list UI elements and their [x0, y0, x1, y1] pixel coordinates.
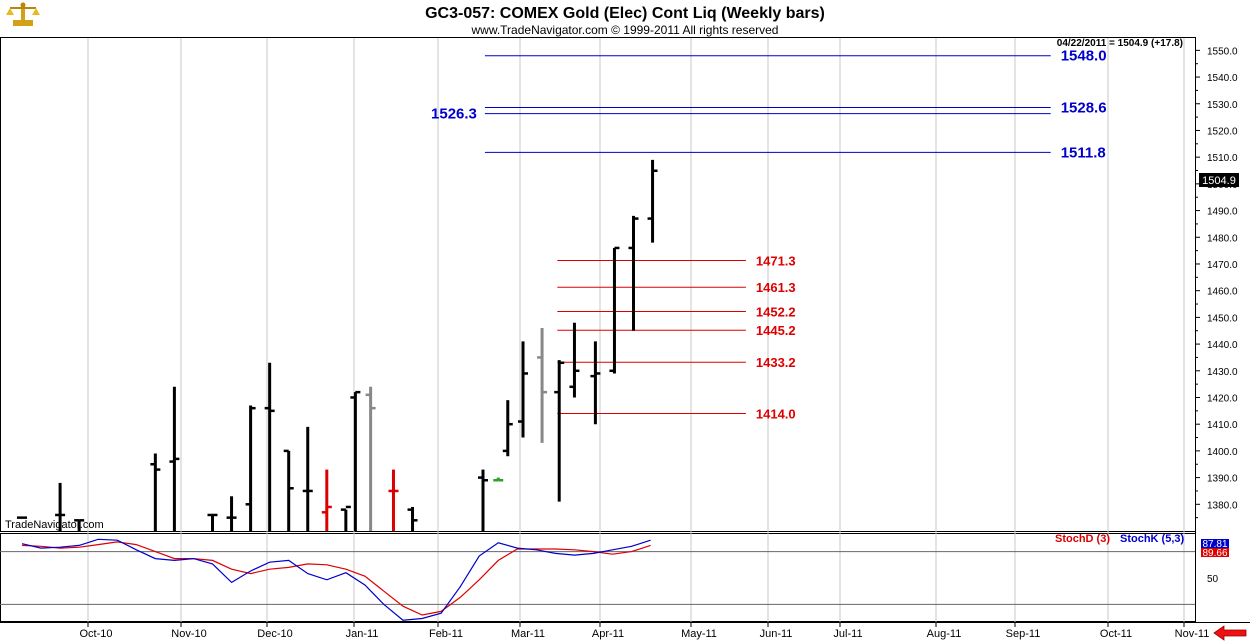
- level-label-1528.6: 1528.6: [1061, 99, 1107, 116]
- y-tick-label: 1380.0: [1207, 500, 1238, 511]
- level-label-1461.3: 1461.3: [756, 280, 796, 295]
- legend-stoch-k: StochK (5,3): [1120, 533, 1185, 545]
- ohlc-bar: [407, 506, 418, 531]
- y-tick-label: 1480.0: [1207, 233, 1238, 244]
- y-tick-label: 1520.0: [1207, 126, 1238, 137]
- level-label-1511.8: 1511.8: [1061, 144, 1106, 161]
- level-label-1526.3: 1526.3: [431, 106, 477, 123]
- ohlc-bar: [264, 362, 275, 531]
- scroll-left-button[interactable]: [1212, 625, 1248, 641]
- ohlc-bar: [609, 246, 620, 374]
- last-price-label: 1504.9: [1202, 175, 1236, 187]
- ohlc-bar: [207, 513, 218, 531]
- level-label-1548.0: 1548.0: [1061, 48, 1107, 65]
- y-tick-label: 1390.0: [1207, 474, 1238, 485]
- stochastic-pane: [0, 533, 1196, 622]
- ohlc-bar: [537, 328, 548, 443]
- copyright-text: www.TradeNavigator.com © 1999-2011 All r…: [471, 23, 779, 37]
- level-label-1445.2: 1445.2: [756, 323, 796, 338]
- ohlc-bar: [493, 477, 504, 482]
- y-tick-label: 1460.0: [1207, 287, 1238, 298]
- level-label-1452.2: 1452.2: [756, 305, 796, 320]
- x-tick-label: Jul-11: [833, 628, 862, 640]
- last-price-tag: 1504.9: [1199, 173, 1239, 187]
- y-tick-label: 1550.0: [1207, 46, 1238, 57]
- x-tick-label: Nov-11: [1175, 628, 1210, 640]
- y-tick-label: 1510.0: [1207, 153, 1238, 164]
- stoch-y-tick-label: 50: [1207, 574, 1219, 585]
- y-tick-label: 1440.0: [1207, 340, 1238, 351]
- series-line-stochd-3-: [21, 541, 651, 616]
- y-tick-label: 1530.0: [1207, 100, 1238, 111]
- gold-balance-scale-icon: [6, 2, 40, 26]
- stoch-d-last: 89.66: [1202, 548, 1227, 559]
- ohlc-bar: [245, 405, 256, 531]
- y-tick-label: 1430.0: [1207, 367, 1238, 378]
- ohlc-bar: [590, 341, 601, 425]
- x-tick-label: Nov-10: [171, 628, 206, 640]
- app-logo: [6, 2, 40, 26]
- x-tick-label: Apr-11: [592, 628, 624, 640]
- ohlc-bars: [17, 159, 658, 531]
- y-tick-label: 1490.0: [1207, 207, 1238, 218]
- y-tick-label: 1540.0: [1207, 73, 1238, 84]
- ohlc-bar: [647, 159, 658, 243]
- level-label-1471.3: 1471.3: [756, 254, 796, 269]
- stoch-k-last: 87.81: [1202, 539, 1227, 550]
- x-tick-label: Jan-11: [346, 628, 379, 640]
- price-pane: [0, 37, 1196, 532]
- x-tick-label: Oct-10: [79, 628, 112, 640]
- ohlc-bar: [388, 469, 399, 531]
- x-tick-label: Dec-10: [257, 628, 292, 640]
- ohlc-bar: [340, 505, 351, 531]
- ohlc-bar: [169, 386, 180, 531]
- ohlc-bar: [478, 469, 489, 531]
- legend-stoch-d: StochD (3): [1055, 533, 1110, 545]
- stoch-last-values: 87.81 89.66: [1201, 539, 1229, 559]
- x-tick-label: Aug-11: [927, 628, 962, 640]
- ohlc-bar: [302, 426, 313, 531]
- x-tick-label: Jun-11: [760, 628, 793, 640]
- ohlc-bar: [226, 496, 237, 531]
- ohlc-bar: [74, 519, 85, 531]
- x-tick-label: Oct-11: [1100, 628, 1132, 640]
- date-axis: Oct-10 Nov-10 Dec-10 Jan-11 Feb-11 Mar-11 Apr-…: [79, 622, 1209, 640]
- price-axis: 1380.0 1390.0 1400.0 1410.0 1420.0 1430.0 1440…: [1195, 46, 1238, 519]
- y-tick-label: 1470.0: [1207, 260, 1238, 271]
- stochastic-lines: 50: [0, 538, 1219, 621]
- ohlc-bar: [365, 386, 376, 531]
- x-tick-label: May-11: [681, 628, 717, 640]
- ohlc-bar: [502, 400, 513, 457]
- chart-title: GC3-057: COMEX Gold (Elec) Cont Liq (Wee…: [425, 5, 825, 22]
- ohlc-bar: [55, 482, 66, 531]
- x-tick-label: Sep-11: [1006, 628, 1041, 640]
- ohlc-bar: [350, 390, 361, 531]
- y-tick-label: 1450.0: [1207, 313, 1238, 324]
- stoch-legend: StochD (3) StochK (5,3): [1055, 533, 1185, 545]
- level-label-1433.2: 1433.2: [756, 355, 796, 370]
- level-label-1414.0: 1414.0: [756, 407, 796, 422]
- ohlc-bar: [150, 453, 161, 531]
- y-tick-label: 1410.0: [1207, 420, 1238, 431]
- x-tick-label: Feb-11: [429, 628, 463, 640]
- x-tick-label: Mar-11: [511, 628, 545, 640]
- price-levels: 1548.0 1528.6 1526.3 1511.8 1471.3 1461.3 1452…: [431, 48, 1107, 422]
- ohlc-bar: [321, 469, 332, 531]
- series-line-stochk-5-3-: [21, 538, 651, 621]
- ohlc-bar: [569, 322, 580, 398]
- ohlc-bar: [554, 360, 565, 502]
- price-readout: 04/22/2011 = 1504.9 (+17.8): [1057, 38, 1183, 49]
- ohlc-bar: [518, 341, 529, 438]
- y-tick-label: 1400.0: [1207, 447, 1238, 458]
- left-arrow-icon: [1213, 625, 1247, 641]
- watermark-text: TradeNavigator.com: [5, 519, 104, 531]
- ohlc-bar: [628, 215, 639, 331]
- ohlc-bar: [283, 449, 294, 531]
- y-tick-label: 1420.0: [1207, 393, 1238, 404]
